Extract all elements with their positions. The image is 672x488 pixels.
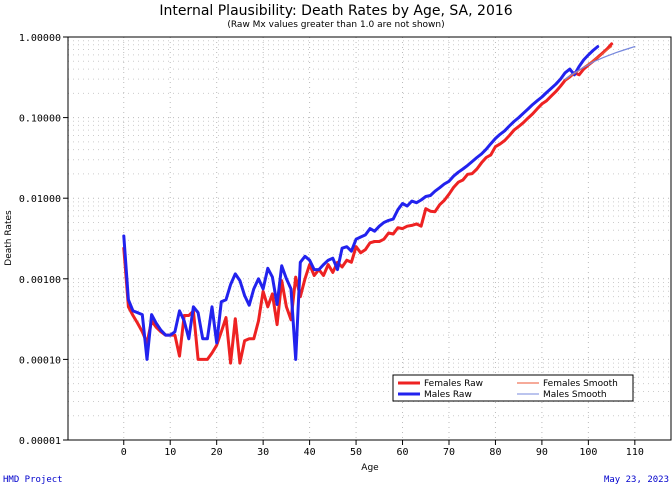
- x-tick-label: 110: [626, 447, 644, 458]
- legend: Females Raw Males Raw Females Smooth Mal…: [392, 374, 634, 402]
- series-line-males-smooth: [564, 45, 636, 80]
- chart-title: Internal Plausibility: Death Rates by Ag…: [159, 3, 512, 19]
- series-lines: [122, 42, 636, 365]
- legend-label-females-raw: Females Raw: [424, 379, 483, 389]
- x-tick-label: 50: [350, 447, 362, 458]
- x-tick-label: 0: [121, 447, 127, 458]
- y-tick-label: 1.00000: [19, 33, 61, 44]
- legend-label-males-smooth: Males Smooth: [543, 390, 607, 400]
- series-line-females-raw: [122, 42, 614, 365]
- x-tick-label: 40: [304, 447, 316, 458]
- axes: 0 10 20 30 40 50 60 70 80 90 100 110 0.00001 0.00010 0…: [19, 33, 644, 458]
- series-line-males-raw: [122, 45, 600, 361]
- footer-source: HMD Project: [3, 475, 63, 485]
- x-tick-label: 80: [489, 447, 501, 458]
- y-tick-label: 0.10000: [19, 114, 61, 125]
- x-tick-label: 10: [164, 447, 176, 458]
- x-tick-label: 60: [396, 447, 408, 458]
- series-line-females-smooth: [564, 45, 613, 81]
- plot-frame: [67, 36, 672, 441]
- y-tick-label: 0.01000: [19, 194, 61, 205]
- legend-label-males-raw: Males Raw: [424, 390, 472, 400]
- y-tick-label: 0.00100: [19, 275, 61, 286]
- x-tick-label: 70: [443, 447, 455, 458]
- x-axis-label: Age: [361, 463, 379, 473]
- x-tick-label: 30: [257, 447, 269, 458]
- y-axis-label: Death Rates: [4, 210, 14, 266]
- x-tick-label: 90: [536, 447, 548, 458]
- y-tick-label: 0.00010: [19, 355, 61, 366]
- x-tick-label: 100: [579, 447, 597, 458]
- y-tick-label: 0.00001: [19, 436, 61, 447]
- legend-box: [392, 374, 634, 402]
- x-tick-label: 20: [211, 447, 223, 458]
- footer-date: May 23, 2023: [603, 475, 669, 485]
- chart-subtitle: (Raw Mx values greater than 1.0 are not …: [227, 20, 444, 30]
- legend-label-females-smooth: Females Smooth: [543, 379, 618, 389]
